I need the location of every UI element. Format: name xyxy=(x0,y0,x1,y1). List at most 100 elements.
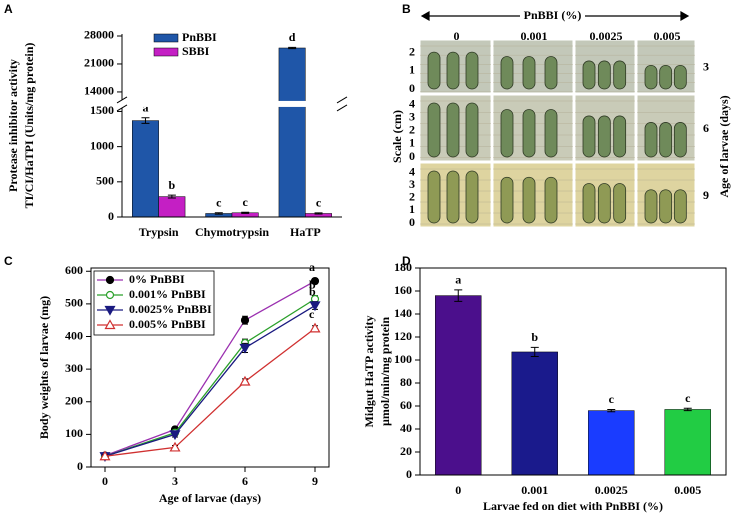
error-bar xyxy=(314,212,323,215)
axis-label: Protease inhibitor activity xyxy=(6,59,20,192)
larva xyxy=(500,176,514,224)
scale-tick-label: 0 xyxy=(409,149,415,163)
bar xyxy=(511,351,558,476)
bar xyxy=(132,120,159,218)
y-tick-label: 140 xyxy=(394,306,412,320)
y-tick-label: 1000 xyxy=(90,138,114,152)
axis-label: TI/CI/HaTPI (Units/mg protein) xyxy=(22,43,36,209)
larva xyxy=(582,183,596,224)
larva xyxy=(659,122,673,158)
legend-marker xyxy=(104,305,116,316)
y-tick-label: 100 xyxy=(394,352,412,366)
x-tick-label: Trypsin xyxy=(139,225,179,239)
x-tick-label: 0 xyxy=(455,483,461,497)
significance-letter: c xyxy=(609,392,615,406)
chart-title: PnBBI (%) xyxy=(524,8,582,22)
x-tick-label: 0.001 xyxy=(521,483,548,497)
y-tick-label: 160 xyxy=(394,283,412,297)
significance-letter: c xyxy=(685,391,691,405)
scale-tick-label: 3 xyxy=(409,177,415,191)
error-bar xyxy=(683,407,692,412)
larva xyxy=(644,189,658,224)
error-bar xyxy=(214,212,223,215)
larva xyxy=(522,56,536,90)
larva xyxy=(597,115,611,158)
y-tick-label: 200 xyxy=(65,394,83,408)
y-tick-label: 28000 xyxy=(84,28,114,42)
significance-letter: a xyxy=(142,101,148,115)
column-label: 0.0025 xyxy=(590,29,623,43)
y-tick-label: 40 xyxy=(400,421,412,435)
larva xyxy=(427,51,441,90)
error-bar xyxy=(167,194,176,199)
larva xyxy=(446,102,460,158)
panel-letter: C xyxy=(4,254,13,268)
larva xyxy=(597,60,611,90)
significance-letter: c xyxy=(309,307,315,321)
data-point xyxy=(239,343,251,354)
axis-break xyxy=(120,100,344,107)
legend-swatch xyxy=(153,47,179,57)
arrow xyxy=(420,10,690,22)
larva xyxy=(427,102,441,158)
y-tick-label: 14000 xyxy=(84,84,114,98)
legend-marker xyxy=(105,275,115,285)
scale-tick-label: 1 xyxy=(409,63,415,77)
significance-letter: b xyxy=(169,178,176,192)
y-tick-label: 500 xyxy=(96,174,114,188)
legend-label: 0.005% PnBBI xyxy=(129,317,206,331)
y-tick-label: 300 xyxy=(65,361,83,375)
legend-swatch xyxy=(153,33,179,43)
y-tick-label: 120 xyxy=(394,329,412,343)
x-tick-label: 9 xyxy=(312,474,318,488)
larva xyxy=(644,64,658,90)
significance-letter: b xyxy=(309,284,316,298)
larva xyxy=(544,56,558,90)
larva xyxy=(522,176,536,224)
scale-tick-label: 1 xyxy=(409,136,415,150)
larva xyxy=(613,60,627,90)
larva xyxy=(427,170,441,224)
bar xyxy=(588,410,635,476)
larva xyxy=(446,170,460,224)
break-mark xyxy=(336,104,348,112)
x-tick-label: HaTP xyxy=(290,225,321,239)
larva xyxy=(659,64,673,90)
x-tick-label: 3 xyxy=(172,474,178,488)
legend-label: 0.001% PnBBI xyxy=(129,287,206,301)
column-label: 0 xyxy=(454,29,460,43)
larva xyxy=(673,122,687,158)
scale-tick-label: 0 xyxy=(409,215,415,229)
larva xyxy=(673,64,687,90)
axis-label: µmol/min/mg protein xyxy=(378,317,392,426)
y-tick-label: 180 xyxy=(394,260,412,274)
data-point xyxy=(240,316,250,325)
larva xyxy=(644,122,658,158)
significance-letter: b xyxy=(309,278,316,292)
legend-frame xyxy=(93,270,215,336)
y-tick-label: 60 xyxy=(400,398,412,412)
series-line xyxy=(104,304,316,457)
axis-label: Age of larvae (days) xyxy=(717,95,731,197)
error-bar xyxy=(141,117,150,124)
larva xyxy=(522,109,536,158)
axis-label: Scale (cm) xyxy=(390,110,404,163)
larva xyxy=(582,115,596,158)
plot-frame xyxy=(90,267,330,468)
x-tick-label: Chymotrypsin xyxy=(195,225,269,239)
data-point xyxy=(309,322,321,333)
legend-marker xyxy=(105,290,115,300)
series-line xyxy=(104,327,316,457)
significance-letter: c xyxy=(316,196,322,210)
larva xyxy=(544,109,558,158)
error-bar xyxy=(454,289,463,302)
data-point xyxy=(169,441,181,452)
bar xyxy=(435,295,482,476)
axis-label: Body weights of larvae (mg) xyxy=(37,296,51,439)
y-tick-label: 80 xyxy=(400,375,412,389)
larva xyxy=(465,170,479,224)
row-label: 3 xyxy=(703,59,709,73)
significance-letter: c xyxy=(216,196,222,210)
series-line xyxy=(104,298,316,457)
